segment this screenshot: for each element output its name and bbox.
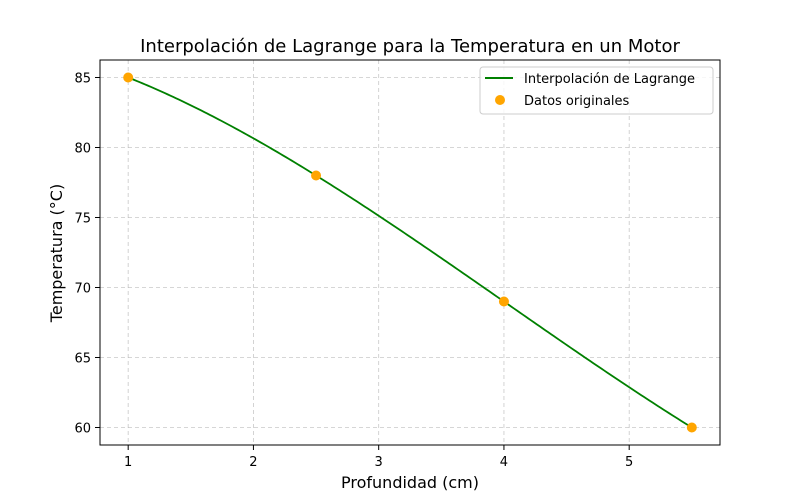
y-axis: 60 65 70 75 80 85 bbox=[74, 72, 100, 437]
legend-label: Interpolación de Lagrange bbox=[524, 72, 695, 87]
series-line-lagrange bbox=[127, 76, 693, 429]
x-tick-label: 2 bbox=[249, 455, 257, 470]
x-axis-label: Profundidad (cm) bbox=[341, 473, 479, 492]
legend-box bbox=[479, 66, 714, 115]
y-tick-label: 85 bbox=[74, 72, 91, 87]
y-axis-label: Temperatura (°C) bbox=[47, 184, 66, 323]
data-point bbox=[311, 170, 322, 181]
x-tick-label: 5 bbox=[625, 455, 633, 470]
x-axis: 1 2 3 4 5 bbox=[124, 445, 633, 470]
legend-label: Datos originales bbox=[524, 94, 630, 109]
x-tick-label: 3 bbox=[375, 455, 383, 470]
y-tick-label: 65 bbox=[74, 352, 91, 367]
y-tick-label: 75 bbox=[74, 212, 91, 227]
legend: Interpolación de Lagrange Datos original… bbox=[479, 66, 714, 115]
y-tick-label: 60 bbox=[74, 422, 91, 437]
x-tick-label: 1 bbox=[124, 455, 132, 470]
grid bbox=[100, 60, 720, 445]
x-tick-label: 4 bbox=[500, 455, 508, 470]
legend-marker-swatch bbox=[495, 95, 505, 105]
data-point bbox=[686, 422, 697, 433]
y-tick-label: 70 bbox=[74, 282, 91, 297]
data-point bbox=[123, 72, 134, 83]
chart-title: Interpolación de Lagrange para la Temper… bbox=[140, 36, 680, 57]
plot-frame bbox=[99, 59, 721, 446]
series-layer bbox=[123, 72, 697, 433]
y-tick-label: 80 bbox=[74, 142, 91, 157]
data-point bbox=[498, 296, 509, 307]
